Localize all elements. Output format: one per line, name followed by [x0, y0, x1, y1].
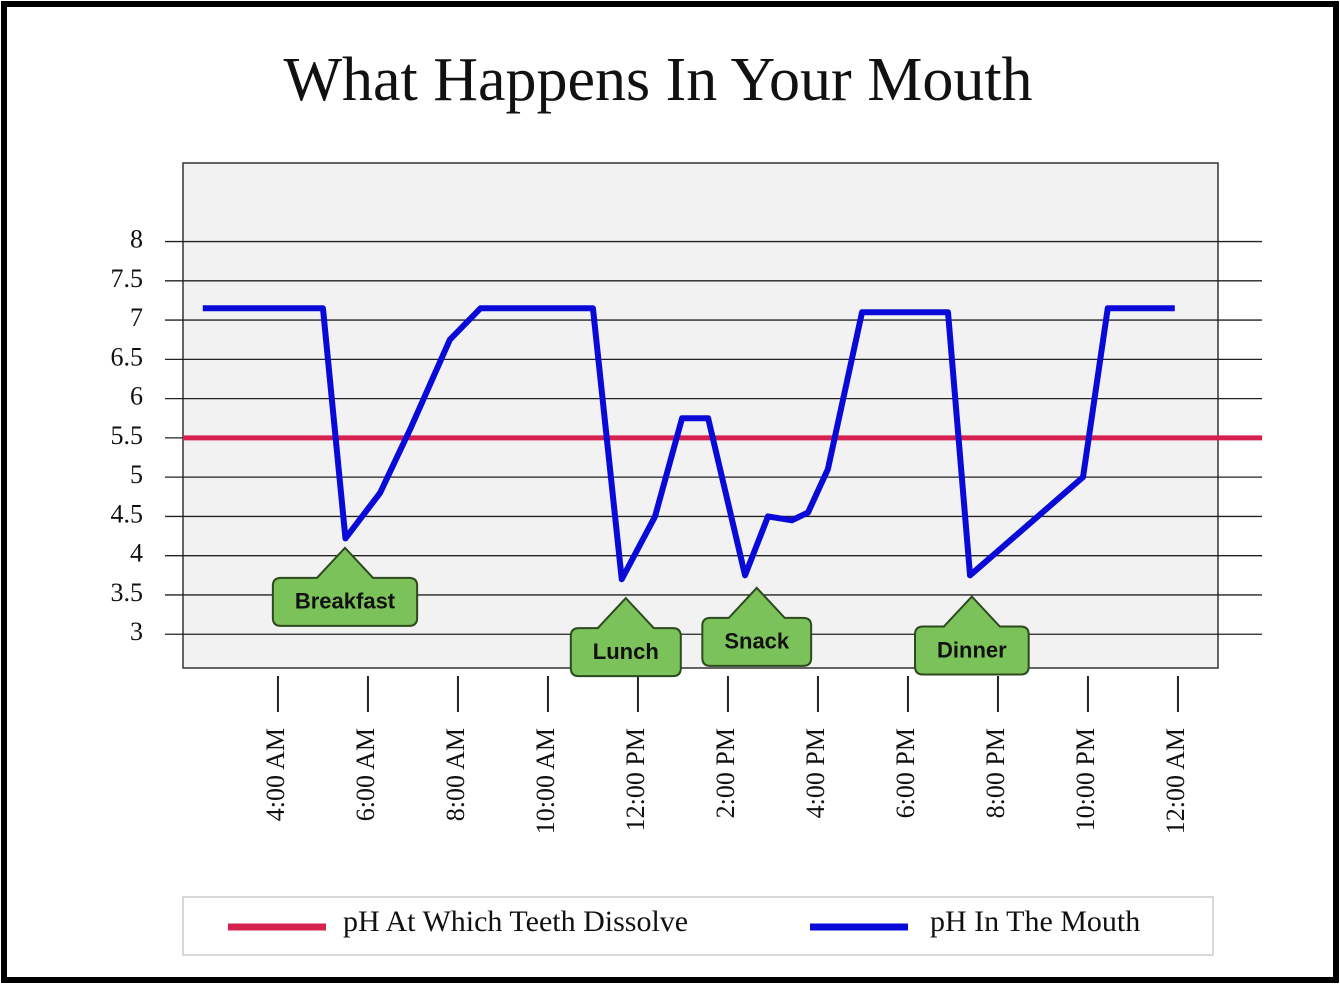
x-tick-label: 12:00 AM — [1161, 728, 1190, 834]
x-tick-label: 8:00 AM — [441, 728, 470, 821]
x-tick-label: 8:00 PM — [981, 728, 1010, 818]
annotation-label: Snack — [724, 629, 790, 654]
x-tick-label: 4:00 PM — [801, 728, 830, 818]
x-tick-label: 12:00 PM — [621, 728, 650, 831]
legend-label: pH At Which Teeth Dissolve — [343, 905, 688, 938]
callout — [701, 586, 813, 667]
y-tick-label: 5 — [130, 460, 143, 489]
x-tick-label: 10:00 AM — [531, 728, 560, 834]
y-tick-label: 4 — [130, 539, 143, 568]
y-tick-label: 8 — [130, 225, 143, 254]
annotation: Snack — [701, 586, 813, 667]
legend — [182, 896, 1214, 956]
y-tick-label: 3.5 — [111, 578, 144, 607]
annotation-label: Dinner — [937, 637, 1007, 662]
x-tick-label: 6:00 AM — [351, 728, 380, 821]
x-tick-label: 4:00 AM — [261, 728, 290, 821]
y-tick-label: 6 — [130, 382, 143, 411]
callout — [271, 546, 419, 627]
annotation: Breakfast — [271, 546, 419, 627]
x-tick-label: 10:00 PM — [1071, 728, 1100, 831]
chart-title: What Happens In Your Mouth — [283, 46, 1032, 114]
annotation: Lunch — [569, 596, 682, 678]
callout — [569, 596, 682, 678]
annotation-label: Lunch — [593, 639, 659, 664]
y-tick-label: 7.5 — [111, 264, 144, 293]
callout — [914, 595, 1030, 676]
y-tick-label: 7 — [130, 303, 143, 332]
y-tick-label: 4.5 — [111, 499, 144, 528]
annotation-label: Breakfast — [295, 589, 396, 614]
x-tick-label: 6:00 PM — [891, 728, 920, 818]
legend-label: pH In The Mouth — [930, 905, 1140, 938]
y-tick-label: 5.5 — [111, 421, 144, 450]
series-line — [202, 305, 1175, 583]
annotation: Dinner — [914, 595, 1030, 676]
y-tick-label: 3 — [130, 617, 143, 646]
y-tick-label: 6.5 — [111, 342, 144, 371]
x-tick-label: 2:00 PM — [711, 728, 740, 818]
